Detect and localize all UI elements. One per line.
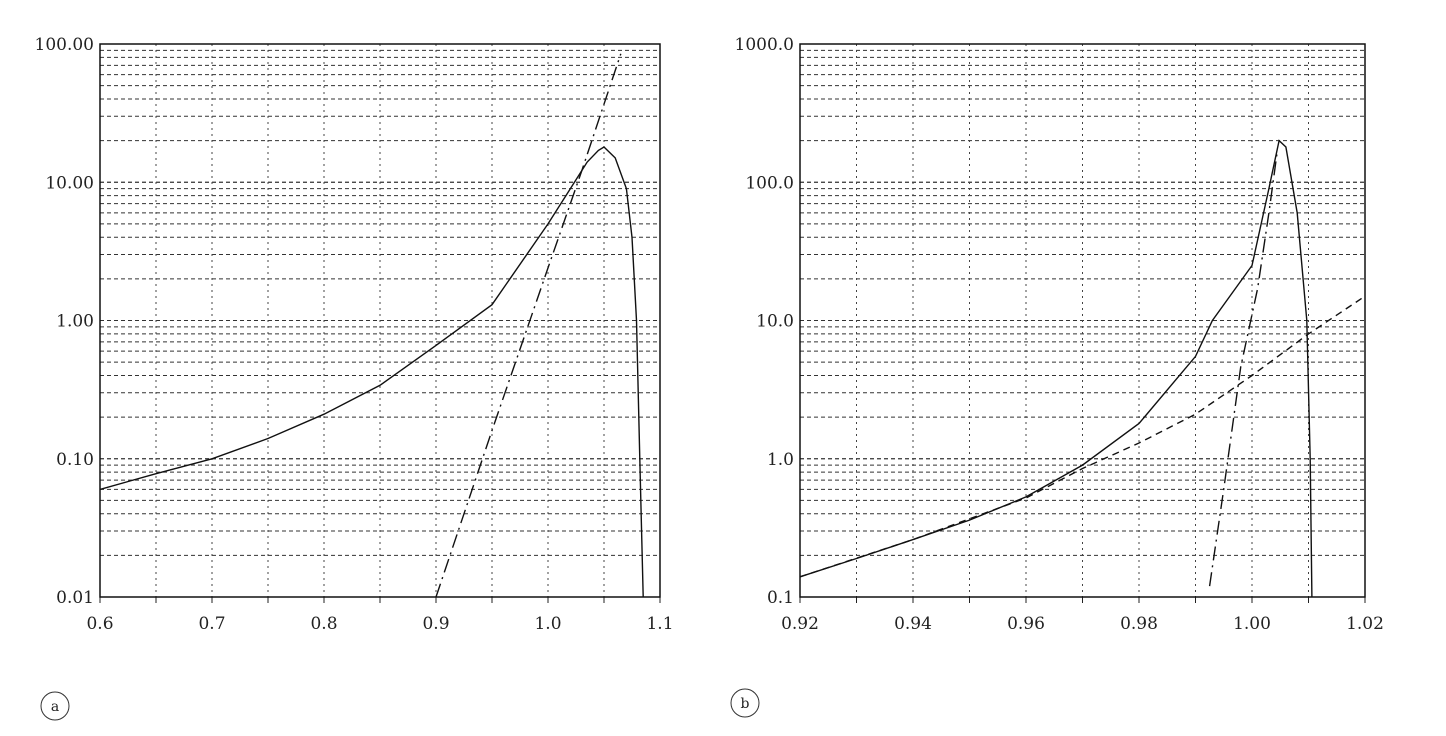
series-dashed-line	[799, 295, 1366, 578]
x-tick-label: 1.00	[1233, 614, 1271, 634]
y-tick-label: 1.0	[767, 450, 794, 470]
x-tick-label: 0.8	[310, 614, 337, 634]
y-tick-label: 1000.0	[735, 35, 794, 55]
x-tick-label: 0.7	[198, 614, 225, 634]
x-tick-label: 0.92	[781, 614, 819, 634]
panel-label: a	[51, 699, 59, 715]
y-tick-label: 10.00	[45, 173, 94, 193]
x-tick-label: 0.6	[86, 614, 113, 634]
x-tick-label: 0.94	[894, 614, 932, 634]
series-solid-line	[99, 146, 644, 598]
panel-label-circle	[730, 688, 760, 718]
x-tick-label: 0.9	[422, 614, 449, 634]
y-tick-label: 100.00	[35, 35, 94, 55]
x-tick-label: 0.98	[1120, 614, 1158, 634]
chart-panel-a: 0.6 0.7 0.8 0.9 1.0 1.1 0.01 0.10 1.00 10.00 100.0…	[35, 35, 674, 721]
x-tick-label: 0.96	[1007, 614, 1045, 634]
x-tick-label: 1.1	[646, 614, 673, 634]
y-tick-label: 0.1	[767, 588, 794, 608]
chart-panel-b: 0.92 0.94 0.96 0.98 1.00 1.02 0.1 1.0 10.0 100.0 1…	[730, 35, 1384, 718]
series-solid-line	[799, 139, 1313, 598]
plot-frame	[99, 43, 661, 598]
y-tick-label: 10.0	[756, 312, 794, 332]
plot-frame	[799, 43, 1366, 598]
series-dash-dot-line	[435, 53, 622, 598]
x-tick-label: 1.0	[534, 614, 561, 634]
y-tick-label: 100.0	[745, 173, 794, 193]
series-dash-dot-line	[1208, 150, 1279, 587]
y-tick-label: 0.10	[56, 450, 94, 470]
y-tick-label: 0.01	[56, 588, 94, 608]
y-tick-label: 1.00	[56, 312, 94, 332]
x-tick-label: 1.02	[1346, 614, 1384, 634]
panel-label-circle	[40, 691, 70, 721]
panel-label: b	[741, 696, 750, 712]
